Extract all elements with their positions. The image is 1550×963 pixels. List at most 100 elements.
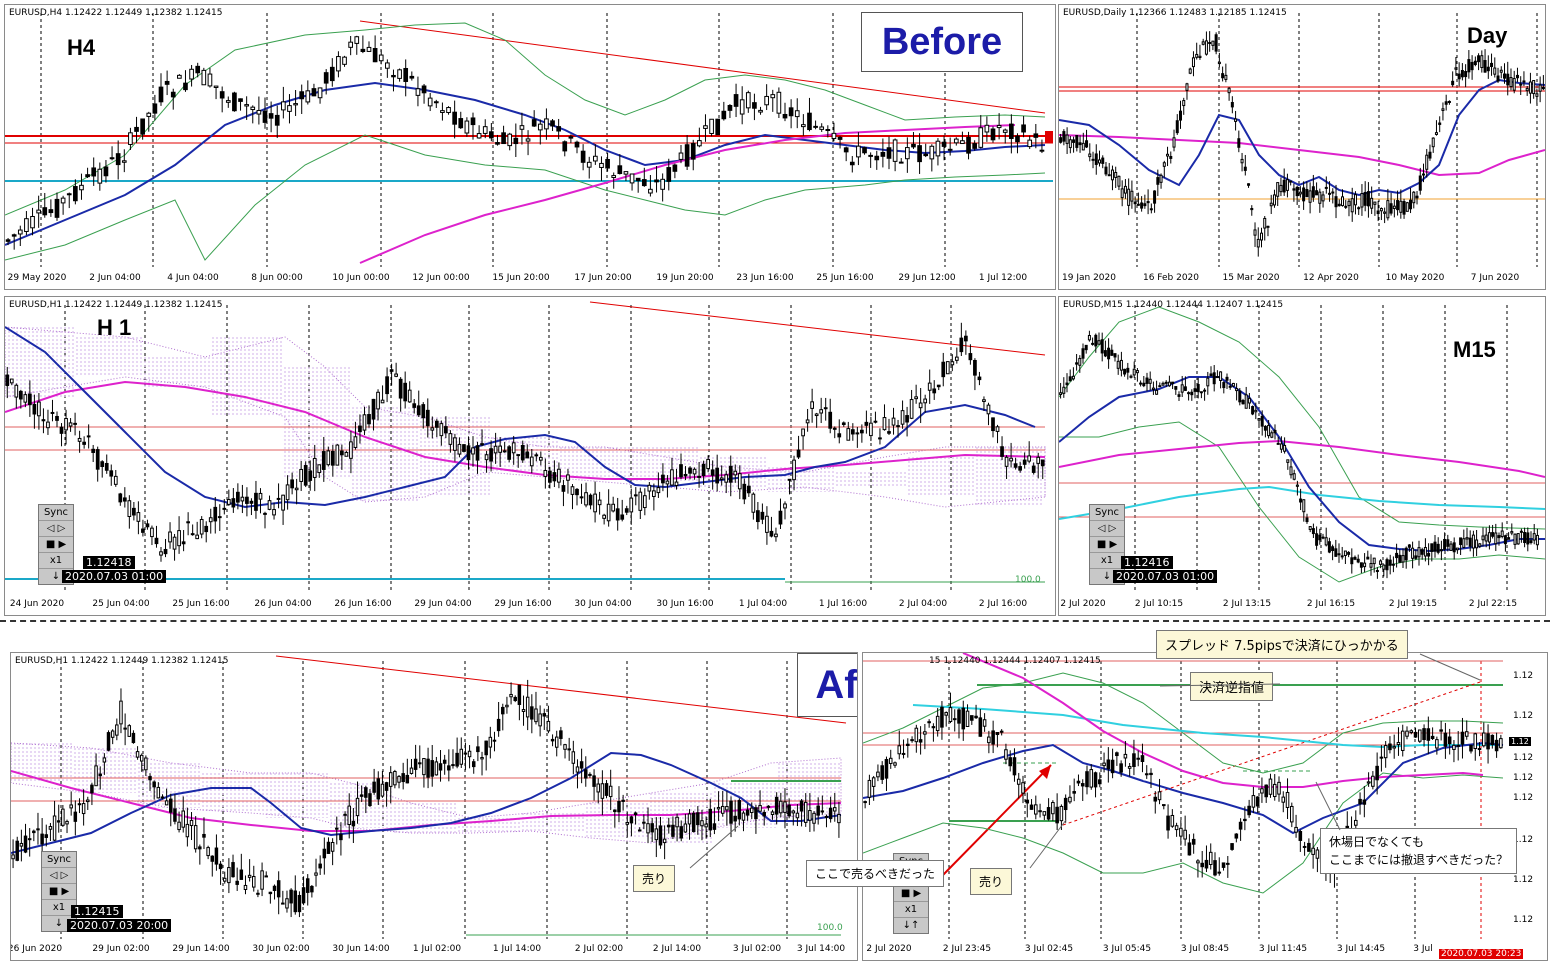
sync-scale[interactable]: x1 xyxy=(42,900,76,916)
candle-body xyxy=(633,812,638,816)
candle-body xyxy=(1142,382,1146,387)
sync-nav[interactable]: ◁ ▷ xyxy=(39,521,73,537)
candle-body xyxy=(1159,174,1163,183)
h1-chart-panel[interactable]: EURUSD,H1 1.12422 1.12449 1.12382 1.1241… xyxy=(4,296,1056,616)
candle-body xyxy=(329,66,335,82)
candle-body xyxy=(825,129,831,132)
candle-body xyxy=(882,417,887,431)
candle-body xyxy=(421,404,426,419)
candle-body xyxy=(1263,217,1267,229)
candle-body xyxy=(1400,730,1405,751)
candle-body xyxy=(1443,732,1448,747)
candle-body xyxy=(1169,155,1173,159)
candle-body xyxy=(1174,825,1179,831)
sync-title[interactable]: Sync xyxy=(39,505,73,521)
candle-body xyxy=(1446,539,1450,547)
sync-arrows[interactable]: ↓↑ xyxy=(902,920,920,931)
candle-body xyxy=(1235,388,1239,392)
candle-body xyxy=(349,441,353,459)
candle-body xyxy=(285,484,290,501)
candle-body xyxy=(1357,207,1361,210)
candle-body xyxy=(1522,80,1526,83)
sync-nav[interactable]: ◁ ▷ xyxy=(1090,521,1124,537)
candle-body xyxy=(525,451,530,459)
candle-body xyxy=(843,147,849,153)
candle-body xyxy=(5,239,11,242)
sync-scale[interactable]: x1 xyxy=(39,553,73,569)
candle-body xyxy=(977,376,982,381)
candle-body xyxy=(608,785,613,798)
candle-body xyxy=(1347,551,1351,555)
x-tick: 19 Jun 20:00 xyxy=(656,273,714,283)
candle-body xyxy=(1012,757,1017,776)
candle-body xyxy=(44,834,49,838)
candle-body xyxy=(1433,541,1437,552)
after-m15-chart-panel[interactable]: 15 1.12440 1.12444 1.12407 1.12415 Sync … xyxy=(862,652,1548,961)
after-h1-chart-panel[interactable]: EURUSD,H1 1.12422 1.12449 1.12382 1.1241… xyxy=(10,652,858,961)
candle-body xyxy=(1532,533,1536,541)
candle-body xyxy=(1021,782,1025,794)
candle-body xyxy=(1075,134,1079,148)
candle-body xyxy=(446,107,451,114)
sync-arrows[interactable]: ↓ xyxy=(54,918,64,929)
sync-title[interactable]: Sync xyxy=(1090,505,1124,521)
sync-play[interactable]: ■ ▶ xyxy=(894,886,928,902)
candle-body xyxy=(1183,386,1187,391)
candle-body xyxy=(398,378,403,399)
candle-body xyxy=(884,758,889,779)
candle-body xyxy=(293,103,298,106)
x-tick: 30 Jun 02:00 xyxy=(252,944,310,954)
candle-body xyxy=(447,765,451,771)
sync-scale[interactable]: x1 xyxy=(1090,553,1124,569)
candle-body xyxy=(953,138,959,144)
sync-play[interactable]: ■ ▶ xyxy=(42,884,76,900)
candle-body xyxy=(592,775,596,787)
candle-body xyxy=(952,718,957,721)
candle-body xyxy=(1473,60,1477,66)
sync-nav[interactable]: ◁ ▷ xyxy=(42,868,76,884)
candle-body xyxy=(1370,197,1374,209)
candle-body xyxy=(765,515,769,533)
sync-arrows[interactable]: ↓ xyxy=(51,571,61,582)
candle-body xyxy=(1144,773,1149,776)
candle-body xyxy=(32,830,36,834)
candle-body xyxy=(918,739,923,743)
candle-body xyxy=(1115,752,1119,757)
candle-body xyxy=(226,499,231,505)
candle-body xyxy=(1484,534,1488,542)
candle-body xyxy=(513,137,519,145)
candle-body xyxy=(219,91,225,99)
candle-body xyxy=(15,840,19,861)
sync-play[interactable]: ■ ▶ xyxy=(39,537,73,553)
candle-body xyxy=(1228,385,1232,388)
sync-title[interactable]: Sync xyxy=(42,852,76,868)
candle-body xyxy=(100,461,105,467)
h4-chart-panel[interactable]: EURUSD,H4 1.12422 1.12449 1.12382 1.1241… xyxy=(4,4,1056,290)
m15-chart-panel[interactable]: EURUSD,M15 1.12440 1.12444 1.12407 1.124… xyxy=(1058,296,1546,616)
candle-body xyxy=(65,820,69,825)
candle-body xyxy=(611,503,616,512)
daily-chart-panel[interactable]: EURUSD,Daily 1.12366 1.12483 1.12185 1.1… xyxy=(1058,4,1546,290)
candle-body xyxy=(745,92,751,109)
candle-body xyxy=(1459,537,1463,546)
candle-body xyxy=(629,816,634,824)
candle-body xyxy=(1379,756,1384,759)
candle-body xyxy=(783,503,787,509)
sync-play[interactable]: ■ ▶ xyxy=(1090,537,1124,553)
candle-body xyxy=(439,423,444,437)
x-tick: 4 Jun 04:00 xyxy=(167,273,219,283)
candle-body xyxy=(972,143,977,149)
candle-body xyxy=(1171,381,1175,385)
candle-body xyxy=(873,420,878,423)
candle-body xyxy=(123,727,127,730)
after-h1-sync-widget[interactable]: Sync ◁ ▷ ■ ▶ x1 ↓ xyxy=(41,851,77,932)
candle-body xyxy=(1078,357,1082,366)
candle-body xyxy=(372,781,376,793)
sync-arrows[interactable]: ↓ xyxy=(1102,571,1112,582)
candle-body xyxy=(641,179,647,187)
sync-scale[interactable]: x1 xyxy=(894,902,928,918)
candle-body xyxy=(9,378,14,384)
candle-body xyxy=(287,105,292,112)
candle-body xyxy=(434,420,439,428)
candle-body xyxy=(1113,353,1117,358)
